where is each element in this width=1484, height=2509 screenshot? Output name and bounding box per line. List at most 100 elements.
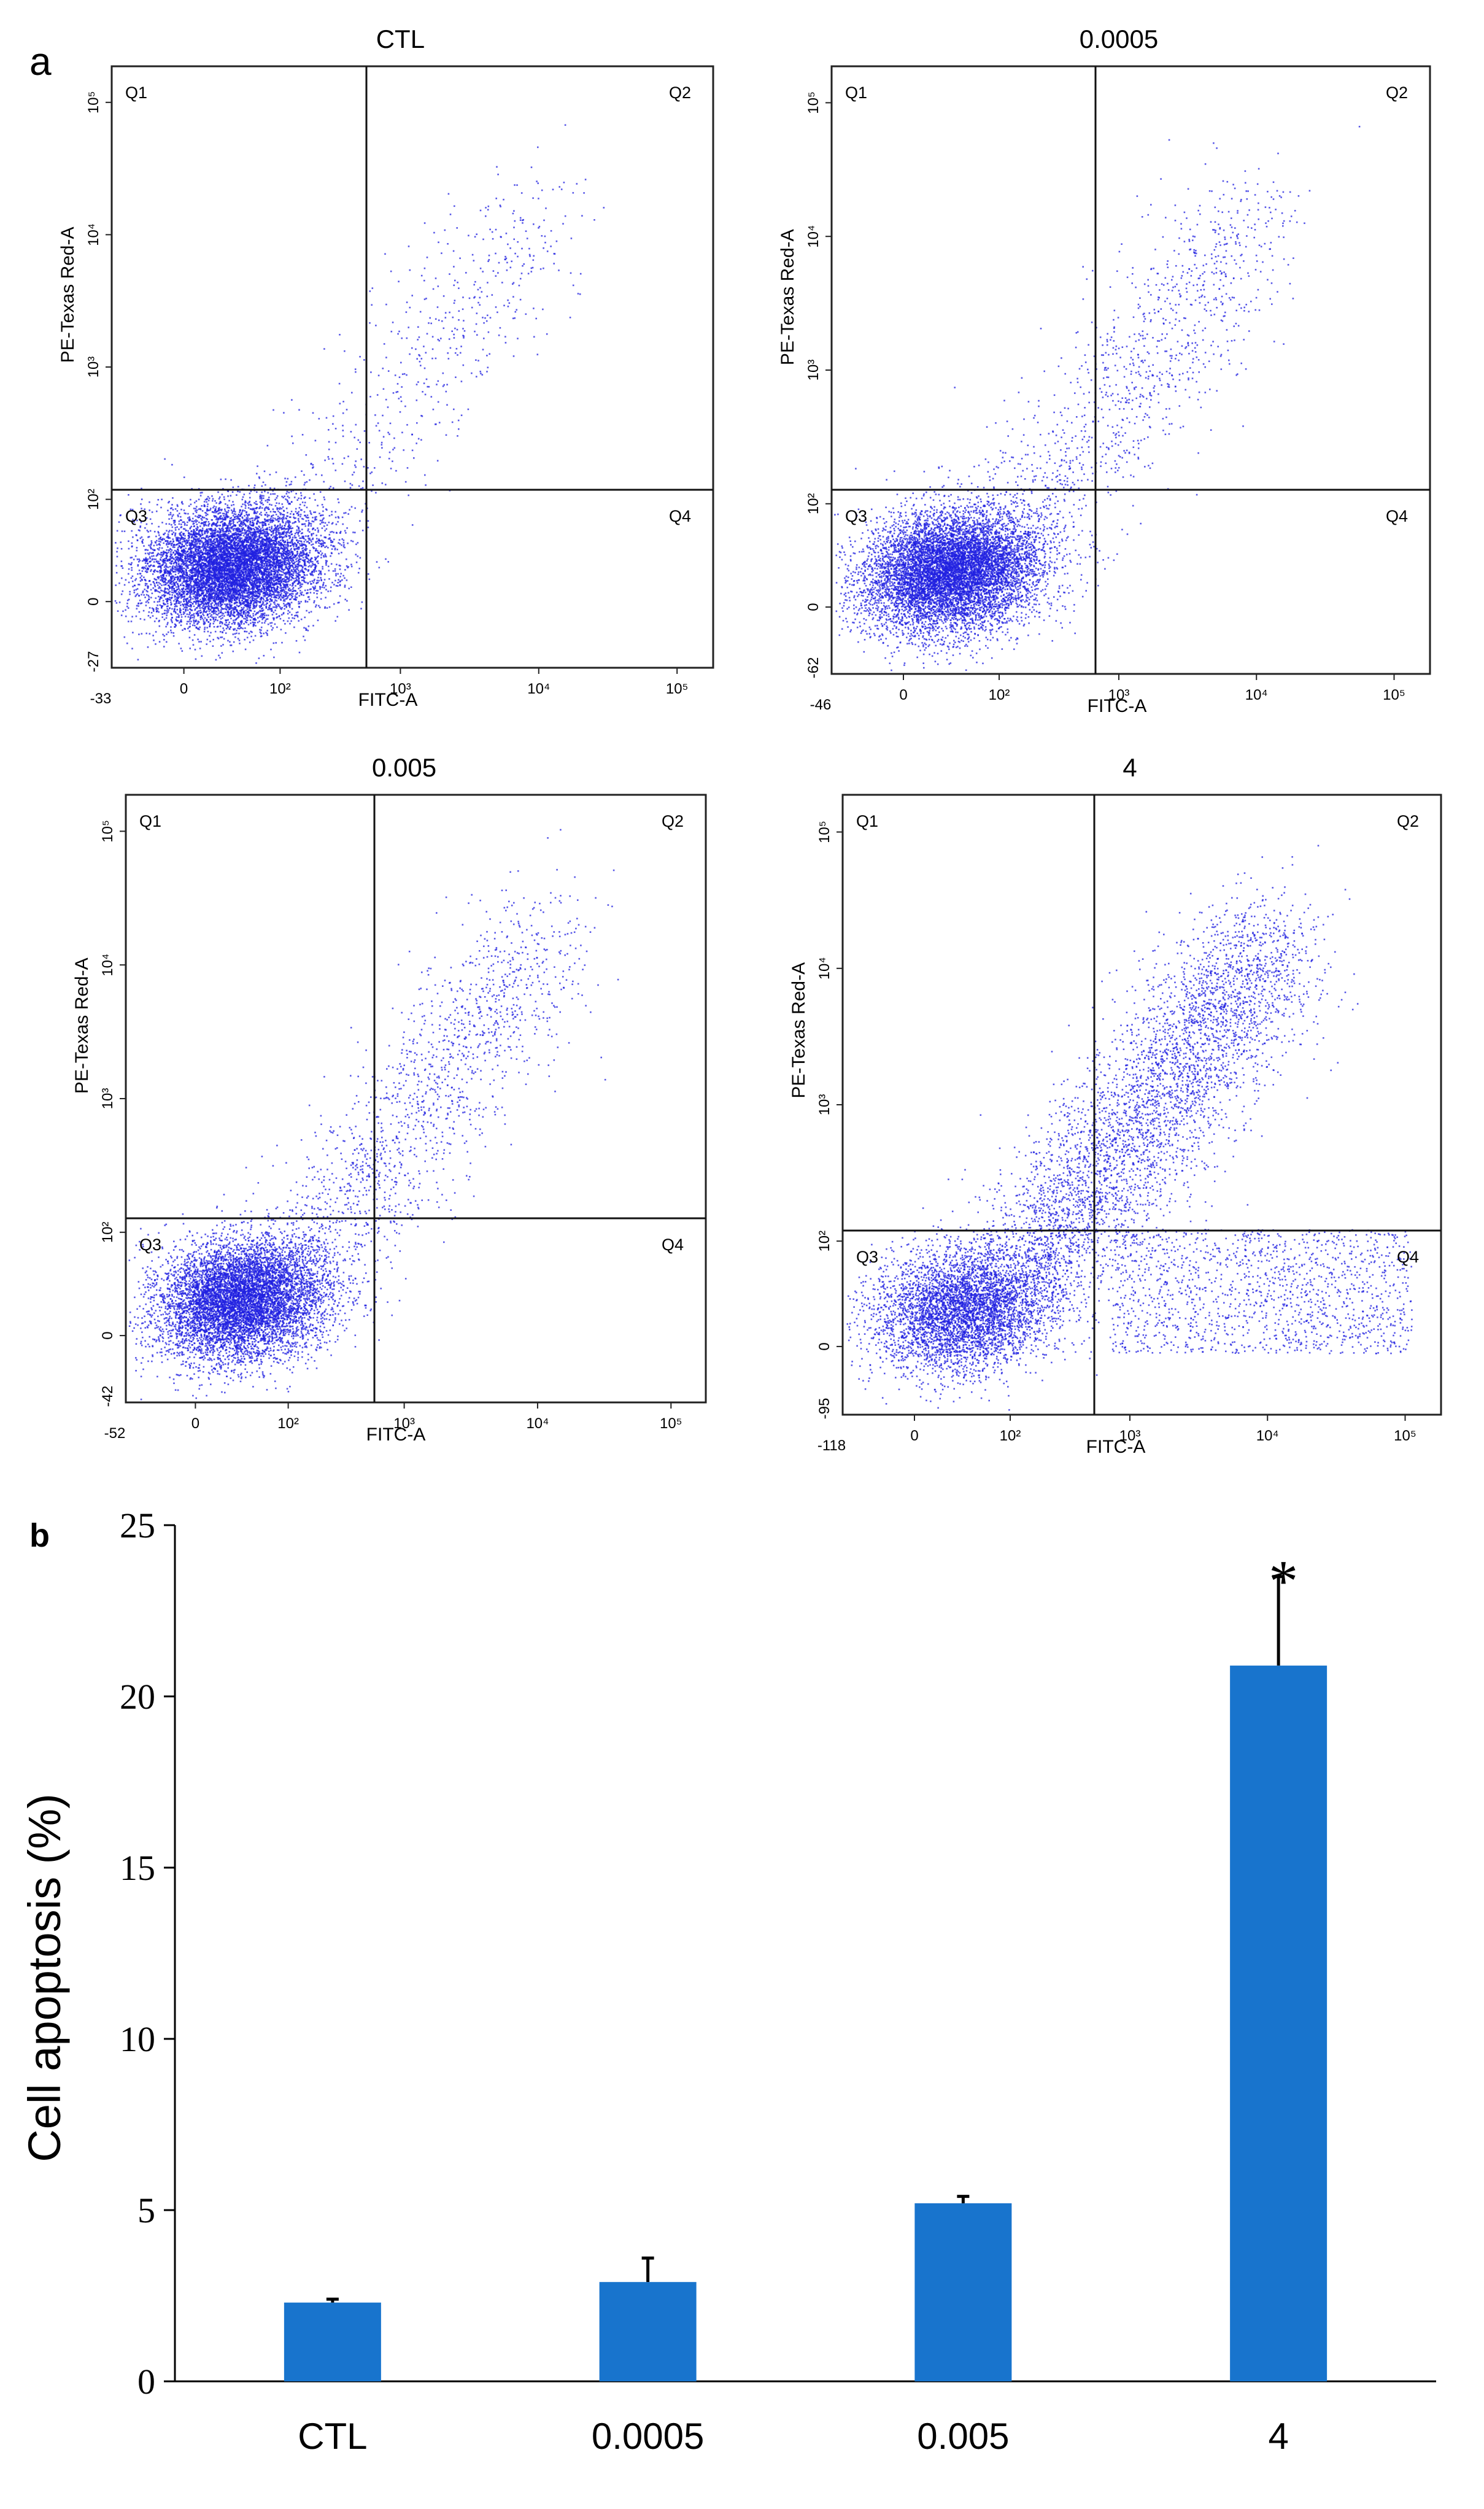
event-dot <box>170 512 172 514</box>
event-dot <box>301 579 303 581</box>
event-dot <box>217 637 218 639</box>
event-dot <box>234 511 236 513</box>
event-dot <box>350 564 352 566</box>
event-dot <box>131 567 133 569</box>
event-dot <box>315 542 317 544</box>
event-dot <box>247 637 249 639</box>
event-dot <box>230 618 232 620</box>
event-dot <box>195 603 197 605</box>
event-dot <box>255 635 257 637</box>
event-dot <box>287 530 289 532</box>
event-dot <box>339 581 341 583</box>
event-dot <box>250 636 252 638</box>
event-dot <box>152 587 154 589</box>
event-dot <box>252 520 253 522</box>
event-dot <box>255 501 257 503</box>
event-dot <box>115 565 117 567</box>
event-dot <box>291 501 293 503</box>
event-dot <box>227 640 229 642</box>
event-dot <box>273 602 275 604</box>
event-dot <box>120 541 122 543</box>
event-dot <box>193 617 195 619</box>
event-dot <box>190 499 191 501</box>
event-dot <box>137 559 139 560</box>
event-dot <box>166 610 168 612</box>
event-dot <box>263 504 265 506</box>
event-dot <box>179 608 181 609</box>
event-dot <box>306 520 307 522</box>
event-dot <box>201 505 203 507</box>
event-dot <box>220 522 222 524</box>
event-dot <box>215 519 217 520</box>
event-dot <box>266 630 268 632</box>
event-dot <box>213 617 215 619</box>
event-dot <box>245 514 247 516</box>
event-dot <box>272 614 274 616</box>
event-dot <box>227 505 229 506</box>
event-dot <box>136 616 137 617</box>
event-dot <box>222 652 223 654</box>
event-dot <box>166 523 168 525</box>
event-dot <box>338 542 339 544</box>
event-dot <box>286 591 288 593</box>
event-dot <box>234 616 236 617</box>
event-dot <box>286 603 288 605</box>
event-dot <box>232 614 234 616</box>
event-dot <box>153 640 155 641</box>
event-dot <box>283 597 285 598</box>
event-dot <box>149 552 151 554</box>
event-dot <box>182 629 184 631</box>
event-dot <box>155 597 157 599</box>
event-dot <box>214 626 215 628</box>
event-dot <box>151 555 153 557</box>
event-dot <box>168 632 169 633</box>
event-dot <box>128 494 129 496</box>
event-dot <box>304 502 306 504</box>
event-dot <box>152 615 154 617</box>
event-dot <box>305 582 307 584</box>
event-dot <box>254 611 256 613</box>
event-dot <box>313 511 315 513</box>
event-dot <box>279 524 281 525</box>
event-dot <box>379 567 381 569</box>
event-dot <box>241 526 242 528</box>
event-dot <box>264 491 266 493</box>
event-dot <box>139 600 141 601</box>
event-dot <box>151 542 153 544</box>
event-dot <box>160 507 162 509</box>
event-dot <box>195 649 196 651</box>
event-dot <box>276 607 277 609</box>
event-dot <box>122 567 124 569</box>
event-dot <box>210 508 212 509</box>
event-dot <box>145 553 147 555</box>
event-dot <box>153 582 155 584</box>
event-dot <box>285 523 287 525</box>
event-dot <box>166 530 168 532</box>
event-dot <box>354 532 356 533</box>
event-dot <box>125 579 127 581</box>
event-dot <box>281 569 283 571</box>
event-dot <box>271 622 273 624</box>
event-dot <box>229 622 231 624</box>
event-dot <box>119 601 121 603</box>
event-dot <box>285 588 287 590</box>
event-dot <box>158 620 160 622</box>
event-dot <box>236 605 238 606</box>
event-dot <box>189 630 191 632</box>
event-dot <box>193 571 195 573</box>
event-dot <box>322 514 324 516</box>
event-dot <box>218 613 220 614</box>
event-dot <box>337 585 339 587</box>
event-dot <box>178 643 180 644</box>
event-dot <box>201 518 203 520</box>
event-dot <box>149 501 150 503</box>
event-dot <box>231 610 233 612</box>
event-dot <box>159 641 161 643</box>
event-dot <box>324 573 326 575</box>
event-dot <box>145 562 147 564</box>
event-dot <box>168 552 169 554</box>
event-dot <box>303 627 305 629</box>
event-dot <box>276 497 278 499</box>
event-dot <box>147 646 149 648</box>
event-dot <box>323 582 325 584</box>
